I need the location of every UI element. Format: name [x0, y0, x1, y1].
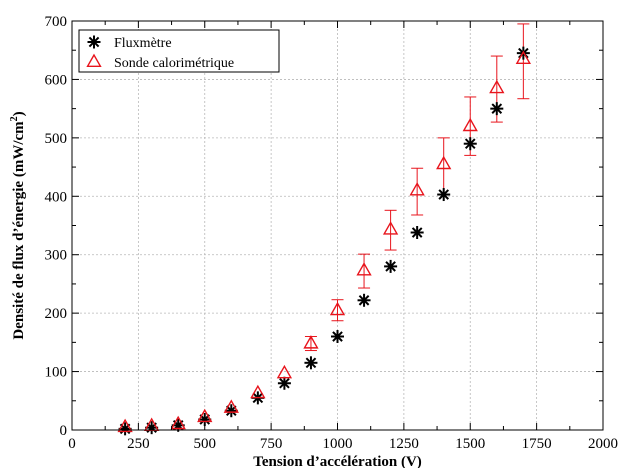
point-fluxmetre [410, 226, 424, 240]
point-sonde-calorimetrique [197, 408, 213, 423]
point-fluxmetre [437, 188, 451, 202]
point-sonde-calorimetrique [250, 384, 266, 399]
point-fluxmetre [145, 421, 159, 435]
error-bar [437, 137, 450, 196]
point-sonde-calorimetrique [436, 155, 452, 170]
legend-asterisk-icon [87, 35, 101, 49]
point-sonde-calorimetrique [462, 117, 478, 132]
data-points [117, 46, 531, 436]
error-bars [304, 23, 530, 352]
x-tick-label: 500 [194, 436, 217, 452]
axis-ticks: 0 250 500 750 1000 1250 1500 1750 2000 0 100 200 300… [45, 14, 619, 452]
x-tick-label: 1500 [455, 436, 485, 452]
x-tick-label: 0 [68, 436, 76, 452]
y-tick-label: 500 [45, 131, 68, 147]
legend-label-fluxmetre: Fluxmètre [114, 36, 172, 51]
error-bar [358, 253, 371, 289]
y-axis-title-main: Densité de flux d’énergie (mW/cm [11, 121, 27, 340]
point-fluxmetre [277, 376, 291, 390]
point-fluxmetre [463, 137, 477, 151]
legend-triangle-icon [86, 53, 102, 68]
point-sonde-calorimetrique [409, 182, 425, 196]
x-tick-label: 1000 [323, 436, 353, 452]
x-axis-title: Tension d’accélération (V) [253, 454, 422, 468]
point-sonde-calorimetrique [223, 399, 239, 413]
error-bar [411, 167, 424, 216]
error-bar [384, 209, 397, 251]
point-sonde-calorimetrique [356, 262, 372, 276]
y-axis-title: Densité de flux d’énergie (mW/cm2) [9, 111, 27, 339]
point-sonde-calorimetrique [515, 50, 531, 65]
point-sonde-calorimetrique [489, 79, 505, 94]
point-sonde-calorimetrique [303, 335, 319, 349]
point-fluxmetre [490, 102, 504, 116]
point-sonde-calorimetrique [117, 418, 133, 433]
point-sonde-calorimetrique [276, 364, 293, 379]
y-axis-title-tail: ) [11, 111, 27, 116]
point-sonde-calorimetrique [329, 301, 346, 316]
x-tick-label: 2000 [588, 436, 618, 452]
point-fluxmetre [384, 259, 398, 273]
legend-label-sonde: Sonde calorimétrique [114, 56, 234, 71]
x-tick-label: 1250 [389, 436, 419, 452]
point-fluxmetre [224, 404, 238, 418]
x-tick-label: 1750 [522, 436, 552, 452]
x-tick-label: 750 [260, 436, 283, 452]
grid-lines [72, 21, 603, 430]
legend-box [78, 29, 280, 73]
point-sonde-calorimetrique [170, 415, 186, 430]
legend-marker-sonde [86, 53, 102, 68]
point-fluxmetre [118, 422, 132, 436]
y-tick-label: 700 [45, 14, 68, 30]
legend-marker-fluxmetre [87, 35, 101, 49]
y-tick-label: 0 [60, 423, 68, 439]
y-tick-label: 100 [45, 365, 68, 381]
point-fluxmetre [304, 356, 318, 370]
point-fluxmetre [331, 330, 344, 344]
x-tick-label: 250 [127, 436, 150, 452]
y-tick-label: 400 [45, 189, 68, 205]
point-fluxmetre [357, 293, 371, 307]
y-axis-title-superscript: 2 [9, 116, 20, 121]
y-tick-label: 200 [45, 306, 68, 322]
legend: Fluxmètre Sonde calorimétrique [78, 29, 280, 73]
y-tick-label: 300 [45, 248, 68, 264]
error-bar [517, 23, 530, 100]
point-sonde-calorimetrique [382, 221, 399, 235]
y-tick-label: 600 [45, 72, 68, 88]
